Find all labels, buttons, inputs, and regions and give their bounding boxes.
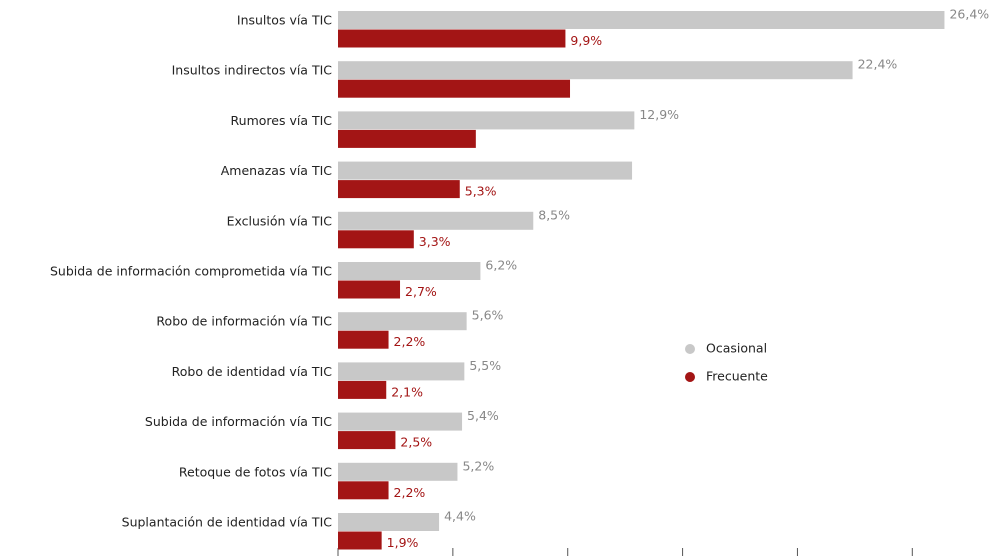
bar xyxy=(338,161,633,180)
category-label: Insultos indirectos vía TIC xyxy=(172,63,333,78)
bar xyxy=(338,180,460,199)
bar xyxy=(338,531,382,550)
category-label: Robo de información vía TIC xyxy=(156,314,332,329)
legend-marker xyxy=(685,344,695,354)
bar xyxy=(338,11,945,29)
legend-marker xyxy=(685,372,695,382)
value-label: 8,5% xyxy=(538,207,570,222)
category-label: Subida de información comprometida vía T… xyxy=(50,264,332,279)
bar xyxy=(338,431,396,450)
value-label: 2,2% xyxy=(394,485,426,500)
value-label: 2,7% xyxy=(405,284,437,299)
bar xyxy=(338,111,635,130)
value-label: 5,2% xyxy=(462,458,494,473)
bar xyxy=(338,513,440,531)
category-label: Subida de información vía TIC xyxy=(145,414,332,429)
bar xyxy=(338,380,387,399)
value-label: 4,4% xyxy=(444,509,476,524)
value-label: 6,2% xyxy=(485,258,517,273)
value-label: 1,9% xyxy=(387,535,419,550)
bar xyxy=(338,462,458,481)
category-label: Insultos vía TIC xyxy=(237,13,332,28)
value-label: 2,5% xyxy=(400,435,432,450)
bar xyxy=(338,262,481,280)
value-label: 5,6% xyxy=(472,308,504,323)
bar xyxy=(338,29,566,48)
value-label: 9,9% xyxy=(570,33,602,48)
bar xyxy=(338,362,465,381)
value-label: 5,5% xyxy=(469,358,501,373)
bar xyxy=(338,129,476,148)
category-label: Rumores vía TIC xyxy=(231,113,333,128)
bar xyxy=(338,230,414,249)
bar xyxy=(338,61,853,80)
bar xyxy=(338,312,467,331)
bar xyxy=(338,211,534,230)
bar xyxy=(338,330,389,349)
value-label: 5,4% xyxy=(467,408,499,423)
legend-label: Frecuente xyxy=(706,369,768,384)
category-label: Retoque de fotos vía TIC xyxy=(179,464,332,479)
legend-label: Ocasional xyxy=(706,341,767,356)
value-label: 12,9% xyxy=(639,107,679,122)
bar xyxy=(338,280,401,299)
value-label: 22,4% xyxy=(858,57,898,72)
value-label: 2,2% xyxy=(394,334,426,349)
category-label: Suplantación de identidad vía TIC xyxy=(122,515,333,530)
bar xyxy=(338,79,571,98)
bar xyxy=(338,481,389,500)
category-label: Amenazas vía TIC xyxy=(221,163,333,178)
value-label: 5,3% xyxy=(465,184,497,199)
value-label: 26,4% xyxy=(949,7,989,22)
value-label: 3,3% xyxy=(419,234,451,249)
category-label: Exclusión vía TIC xyxy=(227,213,333,228)
category-label: Robo de identidad vía TIC xyxy=(172,364,333,379)
value-label: 2,1% xyxy=(391,384,423,399)
bar xyxy=(338,412,463,431)
